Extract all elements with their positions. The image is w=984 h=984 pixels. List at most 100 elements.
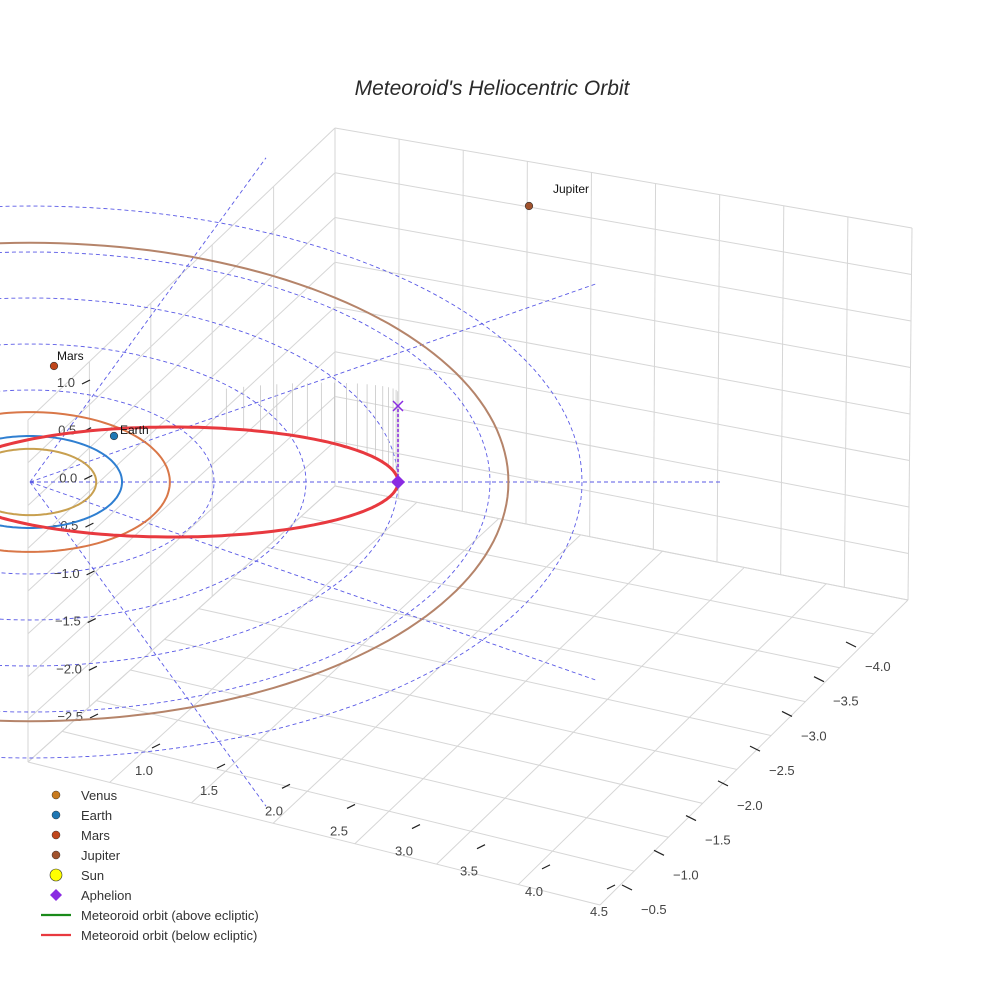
y-tick-label: −2.0 [737,798,763,813]
radial-line [29,157,267,483]
mars-orbit [0,411,171,553]
legend-label: Meteoroid orbit (below ecliptic) [81,928,257,943]
legend-label: Sun [81,868,104,883]
back-wall-gridline [334,440,909,554]
back-wall-gridline [334,396,910,508]
z-tick-label: −2.0 [56,661,82,676]
legend-label: Jupiter [81,848,121,863]
floor-gridline [517,583,827,885]
side-wall-gridline [27,172,336,464]
z-tick-mark [84,474,93,480]
z-tick-mark [88,665,98,671]
back-wall-gridline [334,306,911,415]
back-wall-gridline [334,172,912,275]
meteoroid-stems [225,382,399,480]
y-tick-mark [845,641,857,648]
floor-gridline [96,700,669,838]
y-tick-label: −0.5 [641,902,667,917]
z-tick-label: −2.5 [57,709,83,724]
legend-item: Sun [49,868,104,883]
legend-item: Earth [51,808,112,823]
legend-marker [51,850,61,860]
back-wall-gridline [334,261,911,368]
x-tick-label: 1.5 [200,783,218,798]
venus-orbit [0,447,98,517]
legend-item: Venus [51,788,118,803]
floor-gridline [272,534,581,824]
x-tick-mark [151,743,161,749]
x-tick-mark [411,824,421,830]
back-wall-gridline [334,351,910,461]
floor-gridline [436,567,745,865]
x-tick-mark [476,844,486,850]
y-tick-mark [781,710,793,717]
axis-ticks: 1.0 1.5 2.0 2.5 3.0 3.5 4.0 4.5 −4.0 −3.5 −3.0 −2.5… [53,375,891,919]
floor-gridline [198,608,772,737]
legend-label: Venus [81,788,118,803]
y-tick-label: −1.5 [705,833,731,848]
y-tick-mark [717,780,729,787]
side-wall-gridline [27,261,336,549]
planet-markers: Earth Mars Jupiter [49,182,589,441]
x-tick-label: 4.0 [525,884,543,899]
radial-line [29,481,596,681]
floor-gridline [27,761,601,906]
y-tick-label: −1.0 [673,867,699,882]
z-tick-mark [81,379,91,385]
legend-marker [50,889,62,901]
side-wall-gridline [27,217,336,506]
floor-gridline [109,501,418,783]
x-tick-label: 2.5 [330,823,348,838]
x-tick-mark [216,763,226,769]
mars-label: Mars [57,349,84,363]
side-wall-gridline [27,440,336,720]
reference-ring [0,251,491,713]
z-tick-mark [89,713,99,719]
z-tick-label: −1.5 [55,614,81,629]
jupiter-marker [524,201,534,211]
legend-marker [51,790,61,800]
floor-gridline [191,518,500,804]
legend-label: Meteoroid orbit (above ecliptic) [81,908,259,923]
radial-line [29,481,267,807]
y-tick-label: −4.0 [865,659,891,674]
floor-gridline [164,638,737,770]
legend-item: Mars [51,828,110,843]
x-tick-label: 1.0 [135,763,153,778]
legend-marker [49,868,63,882]
floor-gridline [599,599,909,906]
legend-marker [51,830,61,840]
legend-label: Earth [81,808,112,823]
x-tick-label: 3.5 [460,864,478,879]
meteoroid-orbit [0,400,405,539]
legend-label: Mars [81,828,110,843]
earth-marker [109,431,119,441]
back-wall-gridline [334,217,912,322]
legend: Venus Earth Mars Jupiter Sun Aphelion Meteoroi… [41,788,259,943]
mars-marker [49,361,59,371]
y-tick-mark [685,815,697,822]
floor-gridline [27,485,336,763]
radial-line [29,283,596,483]
x-tick-mark [541,864,551,870]
x-tick-label: 2.0 [265,803,283,818]
z-tick-mark [86,570,95,576]
z-tick-mark [87,618,96,624]
x-tick-label: 3.0 [395,844,413,859]
x-tick-mark [346,803,356,809]
side-wall-gridline [27,351,336,635]
legend-item: Aphelion [50,888,132,903]
legend-item: Meteoroid orbit (below ecliptic) [41,928,257,943]
side-wall-gridline [27,127,336,421]
legend-item: Meteoroid orbit (above ecliptic) [41,908,259,923]
z-tick-label: 0.0 [59,470,77,485]
axis-grid [27,127,913,906]
x-tick-mark [281,783,291,789]
floor-gridline [334,485,909,601]
floor-gridline [300,516,874,635]
y-tick-mark [621,884,633,891]
y-tick-mark [653,849,665,856]
side-wall-gridline [27,306,336,592]
aphelion-marker [391,475,405,489]
